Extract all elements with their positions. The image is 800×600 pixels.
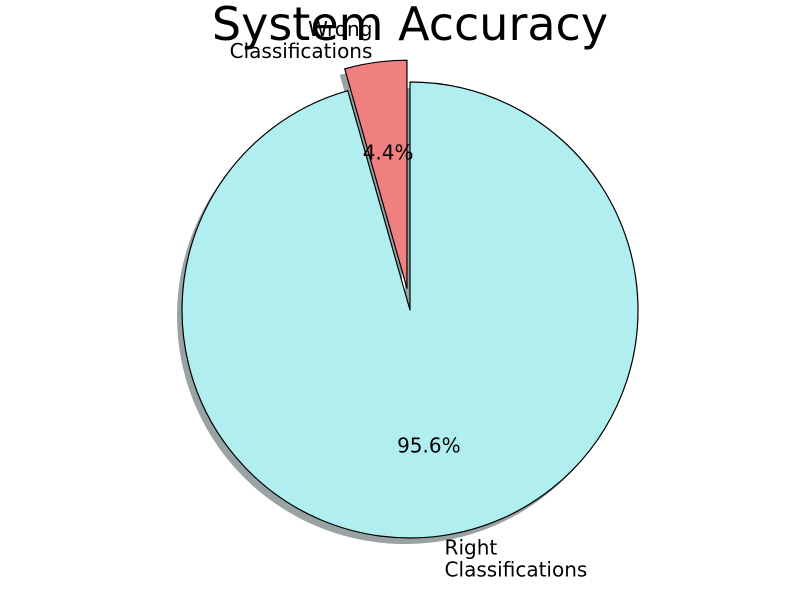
slice-category-label-1: Wrong Classifications (230, 17, 373, 63)
slice-category-label-line: Classifications (445, 557, 588, 581)
slice-percent-label-1: 4.4% (363, 141, 414, 165)
pie-slice-0 (181, 81, 639, 539)
slice-percent-label-0: 95.6% (397, 433, 461, 457)
slice-category-label-line: Wrong (308, 17, 372, 41)
slice-category-label-0: Right Classifications (445, 535, 588, 581)
slice-category-label-line: Right (445, 535, 498, 559)
slice-category-label-line: Classifications (230, 39, 373, 63)
pie-slices (181, 59, 639, 539)
pie-slice-1 (344, 59, 408, 289)
chart-title: System Accuracy (212, 0, 608, 51)
